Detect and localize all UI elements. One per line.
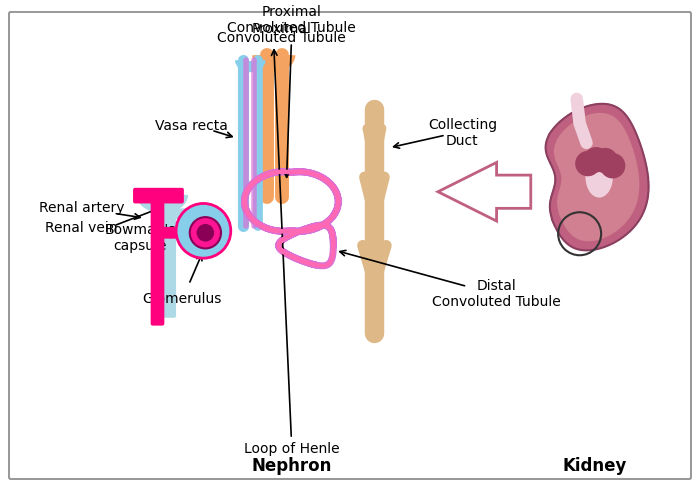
Text: Kidney: Kidney bbox=[562, 457, 626, 475]
Circle shape bbox=[190, 217, 221, 249]
FancyBboxPatch shape bbox=[9, 12, 691, 479]
Text: Distal
Convoluted Tubule: Distal Convoluted Tubule bbox=[432, 279, 561, 310]
Text: Collecting
Duct: Collecting Duct bbox=[428, 118, 497, 148]
Text: Glomerulus: Glomerulus bbox=[142, 292, 222, 306]
Polygon shape bbox=[545, 104, 649, 251]
Circle shape bbox=[600, 153, 625, 179]
Text: Vasa recta: Vasa recta bbox=[155, 119, 228, 133]
Text: Proximal: Proximal bbox=[252, 22, 312, 36]
FancyBboxPatch shape bbox=[133, 188, 184, 204]
Text: Nephron: Nephron bbox=[251, 457, 332, 475]
FancyBboxPatch shape bbox=[150, 195, 164, 325]
Polygon shape bbox=[554, 114, 638, 240]
Text: Loop of Henle: Loop of Henle bbox=[244, 442, 340, 456]
Circle shape bbox=[592, 148, 618, 173]
Circle shape bbox=[197, 224, 214, 241]
FancyBboxPatch shape bbox=[152, 227, 183, 239]
FancyBboxPatch shape bbox=[177, 232, 209, 240]
Text: Convoluted Tubule: Convoluted Tubule bbox=[217, 31, 346, 45]
FancyBboxPatch shape bbox=[163, 208, 190, 219]
Circle shape bbox=[176, 204, 231, 258]
FancyBboxPatch shape bbox=[162, 202, 176, 318]
Circle shape bbox=[583, 147, 609, 172]
Ellipse shape bbox=[585, 156, 613, 198]
Polygon shape bbox=[438, 162, 531, 221]
Text: Proximal
Convoluted Tubule: Proximal Convoluted Tubule bbox=[227, 5, 356, 36]
Text: Renal artery: Renal artery bbox=[38, 201, 124, 216]
Text: Bowman's
capsule: Bowman's capsule bbox=[104, 223, 176, 253]
Circle shape bbox=[575, 151, 601, 176]
Text: Renal vein: Renal vein bbox=[45, 221, 118, 235]
